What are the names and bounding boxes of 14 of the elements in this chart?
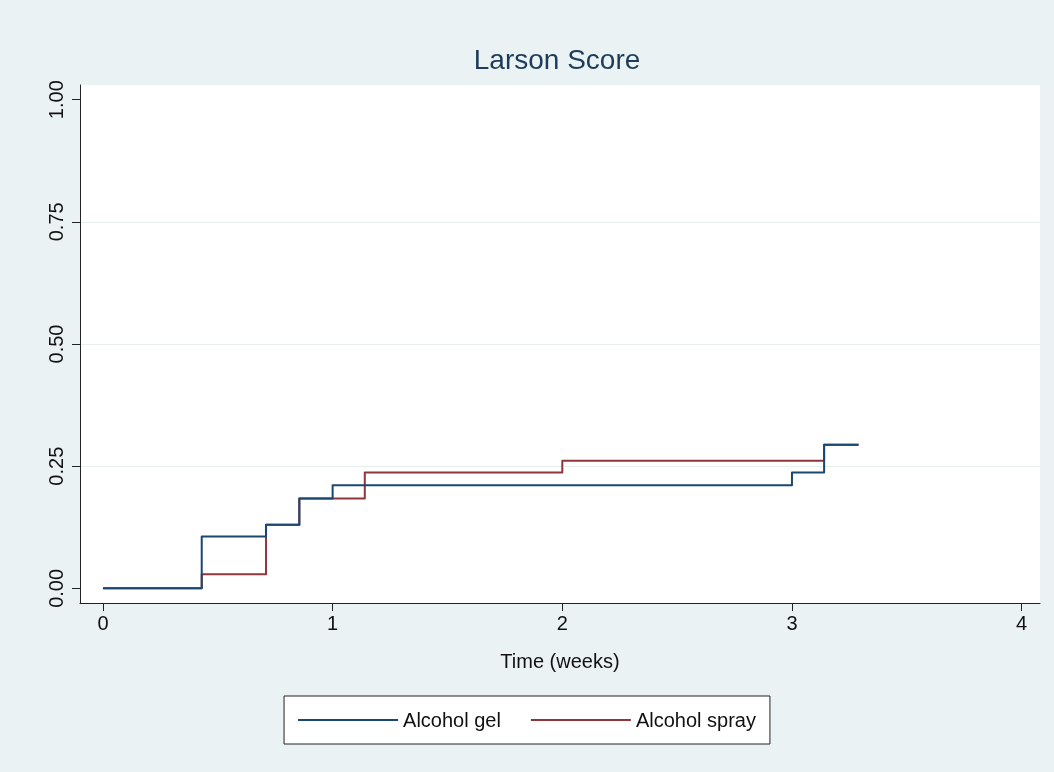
y-tick-label: 0.75 <box>45 202 67 242</box>
x-tick-label: 3 <box>786 612 798 634</box>
y-tick-label: 0.50 <box>45 324 67 364</box>
y-tick-label: 0.00 <box>45 568 67 608</box>
x-tick-label: 4 <box>1016 612 1028 634</box>
legend-label: Alcohol spray <box>635 709 756 731</box>
legend-label: Alcohol gel <box>403 709 501 731</box>
x-tick-label: 0 <box>97 612 109 634</box>
y-tick-label: 1.00 <box>45 80 67 120</box>
x-tick-label: 2 <box>556 612 568 634</box>
chart-title: Larson Score <box>473 43 641 75</box>
y-tick-label: 0.25 <box>45 446 67 486</box>
x-axis-title: Time (weeks) <box>500 650 620 672</box>
x-tick-label: 1 <box>327 612 339 634</box>
